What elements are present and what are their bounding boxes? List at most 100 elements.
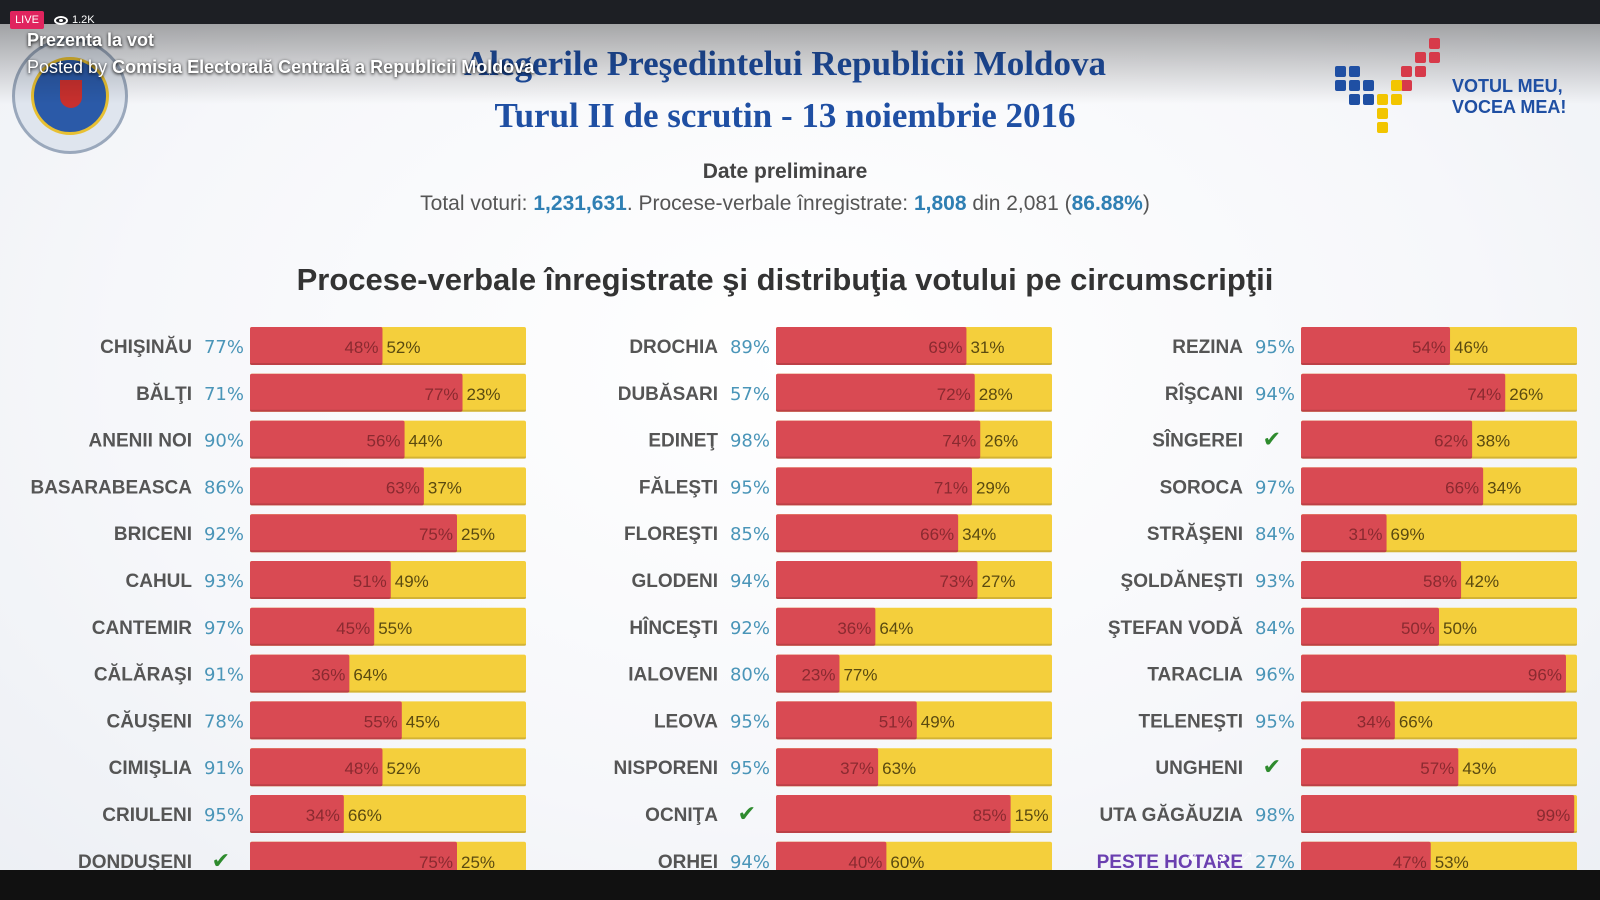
eye-icon	[54, 15, 68, 25]
district-name: ŞTEFAN VODĂ	[1108, 617, 1243, 639]
bar-red-label: 75%	[419, 525, 453, 544]
bar-red-label: 48%	[344, 338, 378, 357]
settings-gear-icon[interactable]: ⚙︎	[1214, 849, 1227, 865]
cec-seal-logo	[12, 38, 128, 154]
bar-red	[776, 514, 959, 553]
bar-red-label: 57%	[1420, 759, 1454, 778]
bar-red-label: 66%	[1445, 478, 1479, 497]
pv-percent: 93%	[204, 571, 244, 592]
pv-percent: 89%	[730, 337, 770, 358]
bar-red-label: 23%	[801, 666, 835, 685]
bar-red-label: 48%	[344, 759, 378, 778]
logo-square	[1429, 52, 1440, 63]
bar-yellow-label: 23%	[467, 385, 501, 404]
district-name: SÎNGEREI	[1152, 430, 1243, 452]
pv-percent: 94%	[730, 571, 770, 592]
pv-percent: 96%	[1255, 665, 1295, 686]
bar-red-label: 96%	[1528, 666, 1562, 685]
bar-red	[250, 841, 457, 870]
totals-label: Total voturi:	[420, 192, 528, 215]
logo-square	[1401, 80, 1412, 91]
bar-red	[776, 701, 917, 740]
bar-red-label: 34%	[306, 806, 340, 825]
bar-red	[776, 420, 981, 459]
bar-red-label: 69%	[928, 338, 962, 357]
district-name: BASARABEASCA	[30, 477, 192, 498]
district-name: CĂLĂRAŞI	[94, 664, 192, 686]
headline-line2: Turul II de scrutin - 13 noiembrie 2016	[494, 96, 1076, 135]
bar-yellow-label: 42%	[1465, 572, 1499, 591]
district-name: SOROCA	[1160, 477, 1244, 498]
bar-yellow-label: 49%	[921, 712, 955, 731]
bar-yellow-label: 60%	[890, 853, 924, 870]
bar-red	[250, 795, 344, 833]
bar-yellow-label: 31%	[970, 338, 1004, 357]
bar-yellow-label: 25%	[461, 525, 495, 544]
logo-square	[1363, 80, 1374, 91]
logo-square	[1401, 66, 1412, 77]
bar-red	[250, 748, 383, 787]
bar-yellow-label: 63%	[882, 759, 916, 778]
district-name: BRICENI	[114, 524, 192, 545]
bar-yellow-label: 69%	[1391, 525, 1425, 544]
page-name-link[interactable]: Comisia Electorală Centrală a Republicii…	[112, 57, 535, 77]
pv-percent: 95%	[730, 477, 770, 498]
district-name: CAHUL	[126, 571, 193, 592]
pv-percent: 80%	[730, 665, 770, 686]
pv-percent: 91%	[204, 758, 244, 779]
logo-square	[1349, 66, 1360, 77]
bar-red-label: 74%	[942, 432, 976, 451]
bar-yellow-label: 45%	[406, 712, 440, 731]
checkmark-icon: ✔	[212, 849, 230, 870]
bar-yellow-label: 26%	[1509, 385, 1543, 404]
logo-square	[1377, 108, 1388, 119]
bar-red	[776, 748, 879, 787]
bar-red-label: 45%	[336, 619, 370, 638]
bar-red-label: 36%	[837, 619, 871, 638]
stream-title[interactable]: Prezenta la vot	[27, 30, 155, 50]
preliminary-label: Date preliminare	[702, 160, 868, 183]
bar-red-label: 58%	[1423, 572, 1457, 591]
district-name: DUBĂSARI	[618, 383, 718, 405]
logo-slogan-line1: VOTUL MEU,	[1452, 76, 1563, 96]
bar-red-label: 75%	[419, 853, 453, 870]
bar-red	[250, 654, 350, 693]
bar-red-label: 66%	[920, 525, 954, 544]
logo-square	[1415, 66, 1426, 77]
bar-red	[1301, 327, 1451, 365]
district-name: HÎNCEŞTI	[629, 617, 718, 639]
bar-red	[776, 561, 978, 599]
district-name: CHIŞINĂU	[100, 336, 192, 358]
volume-icon[interactable]: 🔊︎	[1188, 849, 1197, 865]
bar-red-label: 40%	[848, 853, 882, 870]
pv-percent: 94%	[1255, 384, 1295, 405]
district-name: RÎŞCANI	[1165, 383, 1243, 405]
bar-red	[250, 701, 402, 740]
bar-red-label: 62%	[1434, 432, 1468, 451]
pv-percent: 95%	[1255, 337, 1295, 358]
top-bar	[0, 0, 1600, 24]
bar-yellow-label: 26%	[984, 432, 1018, 451]
fullscreen-icon[interactable]: ⤢	[1240, 849, 1252, 865]
district-name: OCNIŢA	[645, 805, 718, 826]
pv-percent: 92%	[204, 524, 244, 545]
bar-red-label: 37%	[840, 759, 874, 778]
bar-red	[776, 607, 876, 646]
bar-yellow-label: 43%	[1462, 759, 1496, 778]
district-name: UTA GĂGĂUZIA	[1099, 804, 1243, 826]
bar-red	[1301, 841, 1431, 870]
district-name: ANENII NOI	[89, 431, 192, 452]
bar-yellow-label: 66%	[348, 806, 382, 825]
bar-yellow-label: 64%	[353, 666, 387, 685]
checkmark-icon: ✔	[1263, 428, 1281, 453]
viewer-count: 1.2K	[54, 12, 95, 28]
pv-of: din 2,081 (	[972, 192, 1072, 215]
bar-red-label: 71%	[934, 478, 968, 497]
checkmark-icon: ✔	[738, 802, 756, 827]
pv-percent: 94%	[730, 852, 770, 870]
district-name: FĂLEŞTI	[639, 476, 718, 498]
bar-red-label: 31%	[1349, 525, 1383, 544]
bar-red-label: 85%	[973, 806, 1007, 825]
bar-red	[250, 467, 424, 506]
